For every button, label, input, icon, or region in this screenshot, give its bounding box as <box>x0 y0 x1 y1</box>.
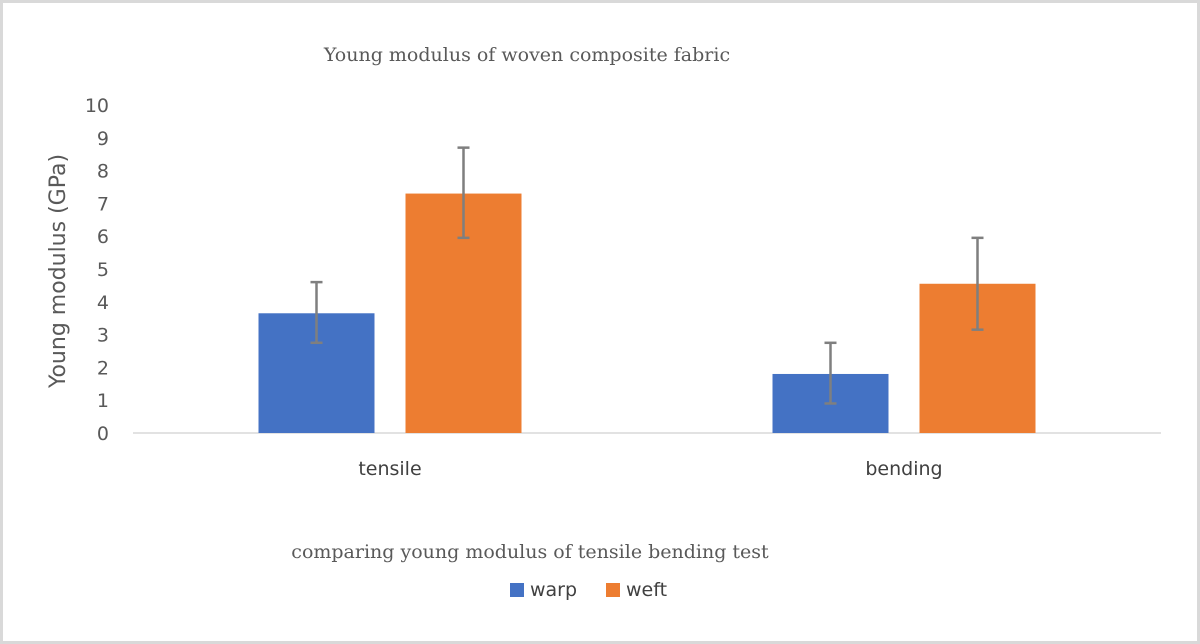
legend-label: weft <box>626 579 667 601</box>
y-tick-label: 6 <box>97 226 109 248</box>
y-tick-label: 0 <box>97 423 109 445</box>
y-tick-label: 1 <box>97 390 109 412</box>
category-labels: tensile bending <box>358 458 942 480</box>
category-label: tensile <box>358 458 421 480</box>
category-label: bending <box>865 458 942 480</box>
bar-chart: Young modulus of woven composite fabric … <box>46 44 1161 601</box>
legend-label: warp <box>530 579 577 601</box>
y-tick-label: 7 <box>97 193 109 215</box>
error-bars <box>310 146 984 405</box>
y-tick-label: 8 <box>97 161 109 183</box>
chart-title: Young modulus of woven composite fabric <box>323 44 730 66</box>
x-axis-label: comparing young modulus of tensile bendi… <box>291 541 769 563</box>
legend: warp weft <box>510 579 667 601</box>
y-tick-label: 4 <box>97 292 109 314</box>
bars <box>258 193 1036 433</box>
y-tick-label: 2 <box>97 357 109 379</box>
y-tick-label: 5 <box>97 259 109 281</box>
y-axis-label: Young modulus (GPa) <box>46 154 71 389</box>
y-tick-label: 9 <box>97 128 109 150</box>
y-axis-ticks: 0 1 2 3 4 5 6 7 8 9 10 <box>85 95 109 445</box>
legend-swatch-weft <box>606 583 620 597</box>
y-tick-label: 10 <box>85 95 109 117</box>
y-tick-label: 3 <box>97 325 109 347</box>
legend-swatch-warp <box>510 583 524 597</box>
